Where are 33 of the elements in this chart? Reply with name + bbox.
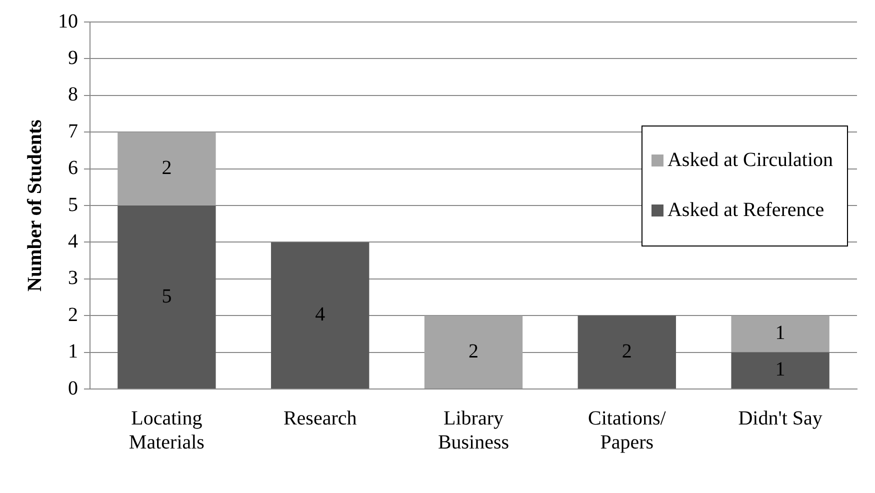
y-tick-label: 9	[68, 46, 78, 69]
y-tick-label: 10	[58, 10, 78, 32]
data-label: 2	[622, 340, 632, 362]
bar	[424, 316, 523, 388]
data-label: 4	[315, 304, 326, 326]
bar	[731, 316, 830, 352]
data-label: 2	[162, 157, 172, 180]
legend-label: Asked at Reference	[667, 198, 824, 221]
y-tick-label: 8	[68, 84, 78, 106]
x-tick-label: Citations/ Papers	[588, 407, 666, 454]
x-tick-label: Locating Materials	[128, 407, 205, 454]
x-tick-label: Research	[283, 407, 357, 430]
y-axis-title: Number of Students	[24, 119, 46, 292]
x-tick-label: Didn't Say	[738, 407, 822, 430]
y-tick-label: 7	[68, 120, 78, 142]
data-label: 1	[775, 322, 786, 344]
data-label: 2	[468, 340, 478, 362]
data-label: 5	[162, 285, 172, 308]
y-tick-label: 6	[68, 157, 78, 180]
bar	[578, 316, 676, 388]
data-label: 1	[775, 358, 786, 381]
x-tick-label: Library Business	[438, 407, 510, 454]
y-tick-label: 4	[68, 230, 78, 252]
bar	[118, 206, 216, 388]
bar	[731, 352, 830, 388]
y-tick-label: 3	[68, 267, 78, 290]
y-tick-label: 0	[68, 377, 78, 400]
legend-label: Asked at Circulation	[667, 148, 834, 171]
bar	[118, 132, 216, 206]
y-tick-label: 1	[68, 340, 78, 363]
y-tick-label: 5	[68, 194, 78, 216]
y-tick-label: 2	[68, 304, 78, 326]
bar	[271, 242, 370, 388]
